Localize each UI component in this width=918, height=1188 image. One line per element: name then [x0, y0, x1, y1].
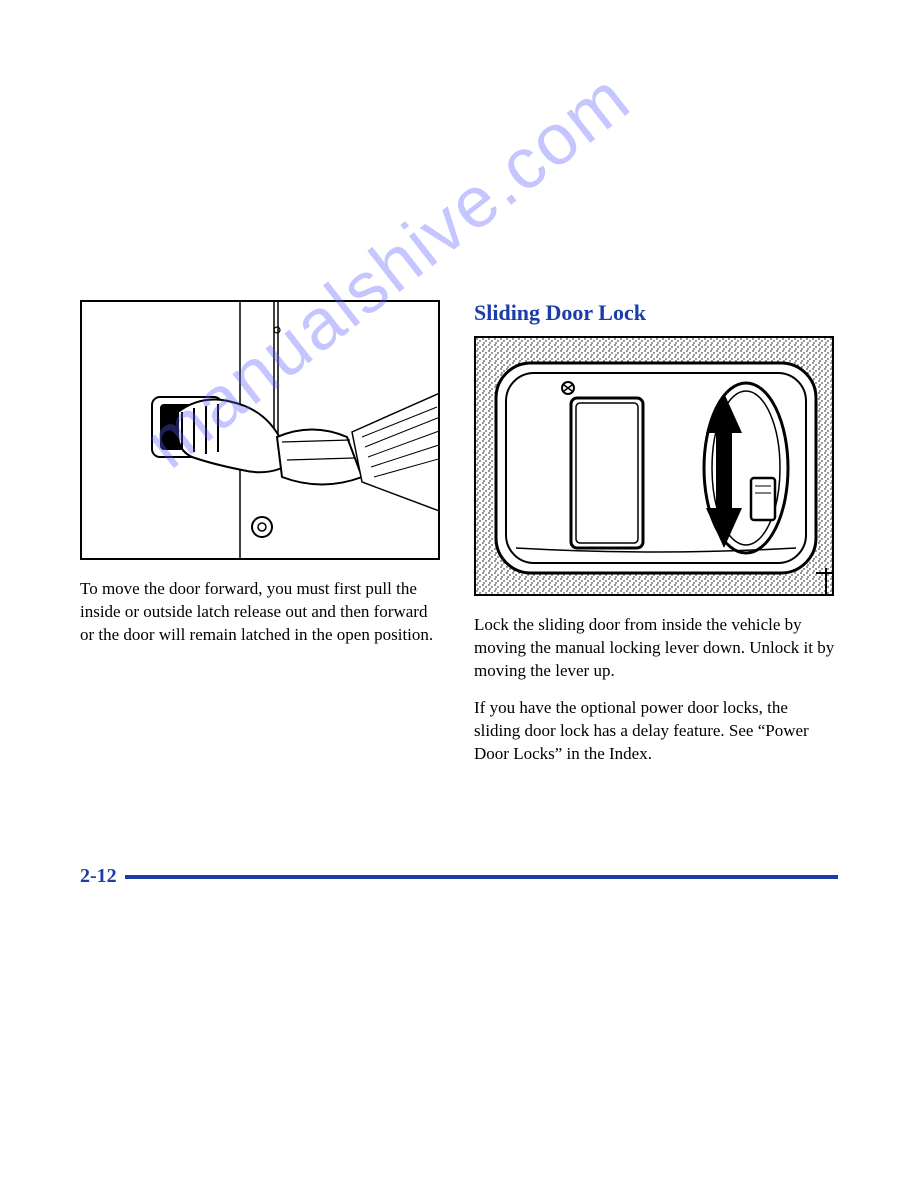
page-number: 2-12	[80, 865, 117, 888]
right-paragraph-1: Lock the sliding door from inside the ve…	[474, 614, 838, 683]
left-column: To move the door forward, you must first…	[80, 300, 444, 780]
right-paragraph-2: If you have the optional power door lock…	[474, 697, 838, 766]
door-handle-illustration	[80, 300, 440, 560]
page-footer: 2-12	[80, 865, 838, 888]
door-lock-illustration	[474, 336, 834, 596]
two-column-layout: To move the door forward, you must first…	[80, 300, 838, 780]
sliding-door-lock-heading: Sliding Door Lock	[474, 300, 838, 326]
sliding-door-lock-svg	[476, 338, 834, 596]
left-caption-text: To move the door forward, you must first…	[80, 578, 444, 647]
right-column: Sliding Door Lock	[474, 300, 838, 780]
hand-door-handle-svg	[82, 302, 440, 560]
footer-rule	[125, 875, 838, 879]
page-content: To move the door forward, you must first…	[80, 300, 838, 780]
